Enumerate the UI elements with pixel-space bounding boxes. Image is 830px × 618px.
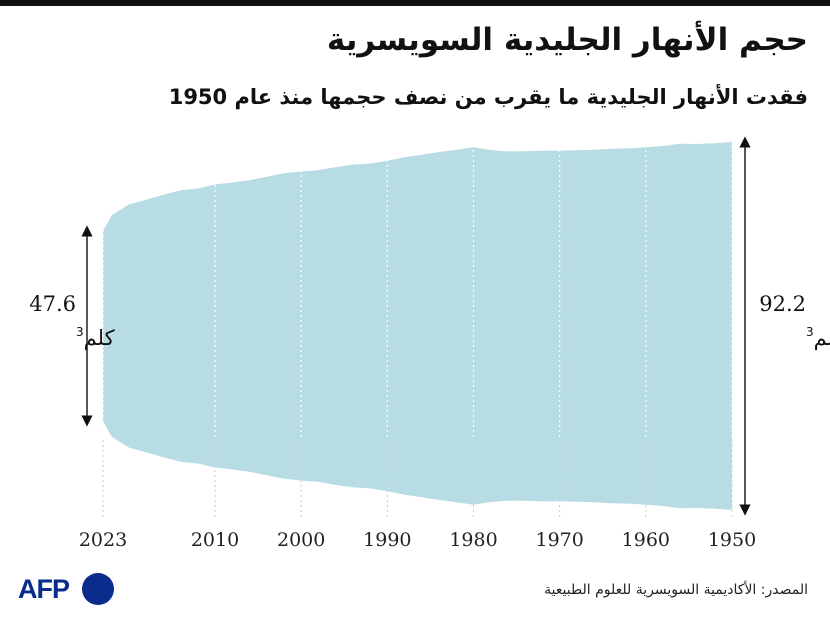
top-rule xyxy=(0,0,830,6)
afp-logo-text: AFP xyxy=(18,574,70,604)
volume-value-2023: 47.6 xyxy=(29,292,76,316)
source-note: المصدر: الأكاديمية السويسرية للعلوم الطب… xyxy=(544,582,808,598)
x-tick-label-2023: 2023 xyxy=(79,529,127,551)
glacier-volume-area xyxy=(103,142,732,510)
afp-logo-dot xyxy=(82,573,114,605)
volume-unit-1950: كلم3 xyxy=(806,325,830,351)
afp-logo: AFP xyxy=(18,571,114,607)
x-tick-label-1960: 1960 xyxy=(622,529,670,551)
x-tick-label-2010: 2010 xyxy=(191,529,239,551)
chart-subtitle: فقدت الأنهار الجليدية ما يقرب من نصف حجم… xyxy=(168,85,808,109)
x-tick-label-1990: 1990 xyxy=(363,529,411,551)
x-tick-label-1980: 1980 xyxy=(449,529,497,551)
volume-value-1950: 92.2 xyxy=(759,292,806,316)
x-tick-label-2000: 2000 xyxy=(277,529,325,551)
chart-title: حجم الأنهار الجليدية السويسرية xyxy=(326,22,808,58)
volume-unit-2023: كلم3 xyxy=(76,325,115,351)
x-tick-label-1950: 1950 xyxy=(708,529,756,551)
x-tick-label-1970: 1970 xyxy=(535,529,583,551)
